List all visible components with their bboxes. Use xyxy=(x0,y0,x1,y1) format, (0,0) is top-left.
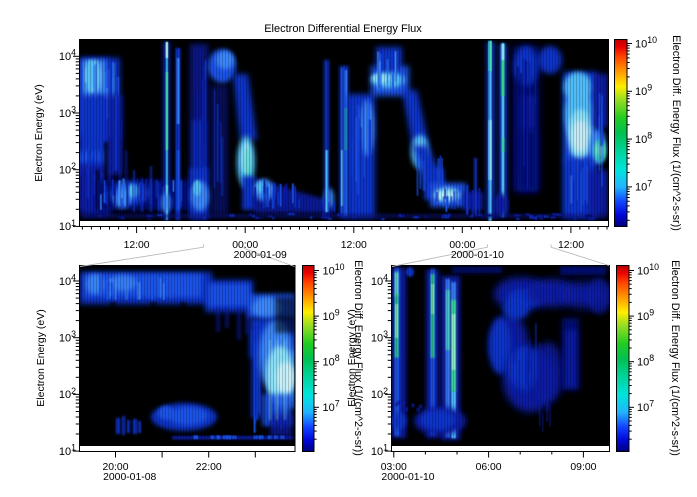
svg-text:Electron Energy (eV): Electron Energy (eV) xyxy=(33,84,45,181)
svg-text:Electron Energy (eV): Electron Energy (eV) xyxy=(346,309,358,406)
svg-text:2000-01-09: 2000-01-09 xyxy=(234,250,287,261)
svg-text:Electron Differential Energy F: Electron Differential Energy Flux xyxy=(264,23,422,35)
svg-text:12:00: 12:00 xyxy=(124,240,150,251)
svg-text:Electron Diff. Energy Flux (1/: Electron Diff. Energy Flux (1/(cm^2-s-sr… xyxy=(670,35,682,231)
svg-text:06:00: 06:00 xyxy=(476,462,502,473)
svg-text:Electron Energy (eV): Electron Energy (eV) xyxy=(35,309,47,406)
svg-text:12:00: 12:00 xyxy=(558,240,584,251)
svg-text:2000-01-10: 2000-01-10 xyxy=(381,472,434,483)
svg-text:03:00: 03:00 xyxy=(381,462,407,473)
svg-text:2000-01-08: 2000-01-08 xyxy=(103,472,156,483)
svg-text:Electron Diff. Energy Flux (1/: Electron Diff. Energy Flux (1/(cm^2-s-sr… xyxy=(669,260,681,456)
svg-text:00:00: 00:00 xyxy=(232,240,258,251)
svg-text:2000-01-10: 2000-01-10 xyxy=(451,250,504,261)
svg-text:12:00: 12:00 xyxy=(341,240,367,251)
svg-text:00:00: 00:00 xyxy=(449,240,475,251)
svg-text:09:00: 09:00 xyxy=(570,462,596,473)
svg-text:Electron Diff. Energy Flux (1/: Electron Diff. Energy Flux (1/(cm^2-s-sr… xyxy=(352,260,364,456)
svg-text:20:00: 20:00 xyxy=(102,462,128,473)
svg-text:22:00: 22:00 xyxy=(196,462,222,473)
